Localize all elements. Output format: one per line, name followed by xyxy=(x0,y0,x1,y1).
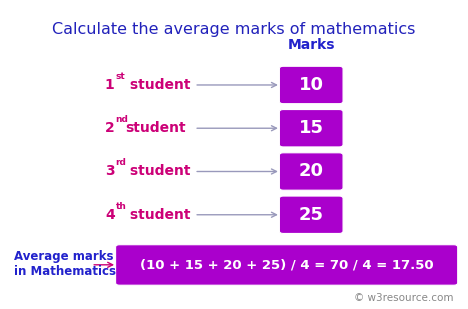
Text: 1: 1 xyxy=(105,78,115,92)
Text: 20: 20 xyxy=(299,163,324,180)
FancyBboxPatch shape xyxy=(279,66,343,104)
Text: (10 + 15 + 20 + 25) / 4 = 70 / 4 = 17.50: (10 + 15 + 20 + 25) / 4 = 70 / 4 = 17.50 xyxy=(140,258,433,272)
Text: 3: 3 xyxy=(105,164,115,179)
FancyBboxPatch shape xyxy=(116,245,458,285)
Text: student: student xyxy=(125,208,190,222)
FancyBboxPatch shape xyxy=(279,196,343,234)
FancyBboxPatch shape xyxy=(279,110,343,147)
Text: Marks: Marks xyxy=(287,38,335,52)
Text: 4: 4 xyxy=(105,208,115,222)
Text: rd: rd xyxy=(116,158,126,167)
Text: © w3resource.com: © w3resource.com xyxy=(354,293,454,303)
Text: th: th xyxy=(116,201,126,211)
Text: st: st xyxy=(116,72,125,81)
Text: student: student xyxy=(125,121,186,135)
FancyBboxPatch shape xyxy=(279,153,343,190)
Text: student: student xyxy=(125,164,190,179)
Text: nd: nd xyxy=(116,115,129,124)
Text: 25: 25 xyxy=(299,206,324,224)
Text: 10: 10 xyxy=(299,76,324,94)
Text: student: student xyxy=(125,78,190,92)
Text: Calculate the average marks of mathematics: Calculate the average marks of mathemati… xyxy=(52,22,416,37)
Text: 15: 15 xyxy=(299,119,324,137)
Text: 2: 2 xyxy=(105,121,115,135)
Text: Average marks
in Mathematics: Average marks in Mathematics xyxy=(14,250,116,278)
